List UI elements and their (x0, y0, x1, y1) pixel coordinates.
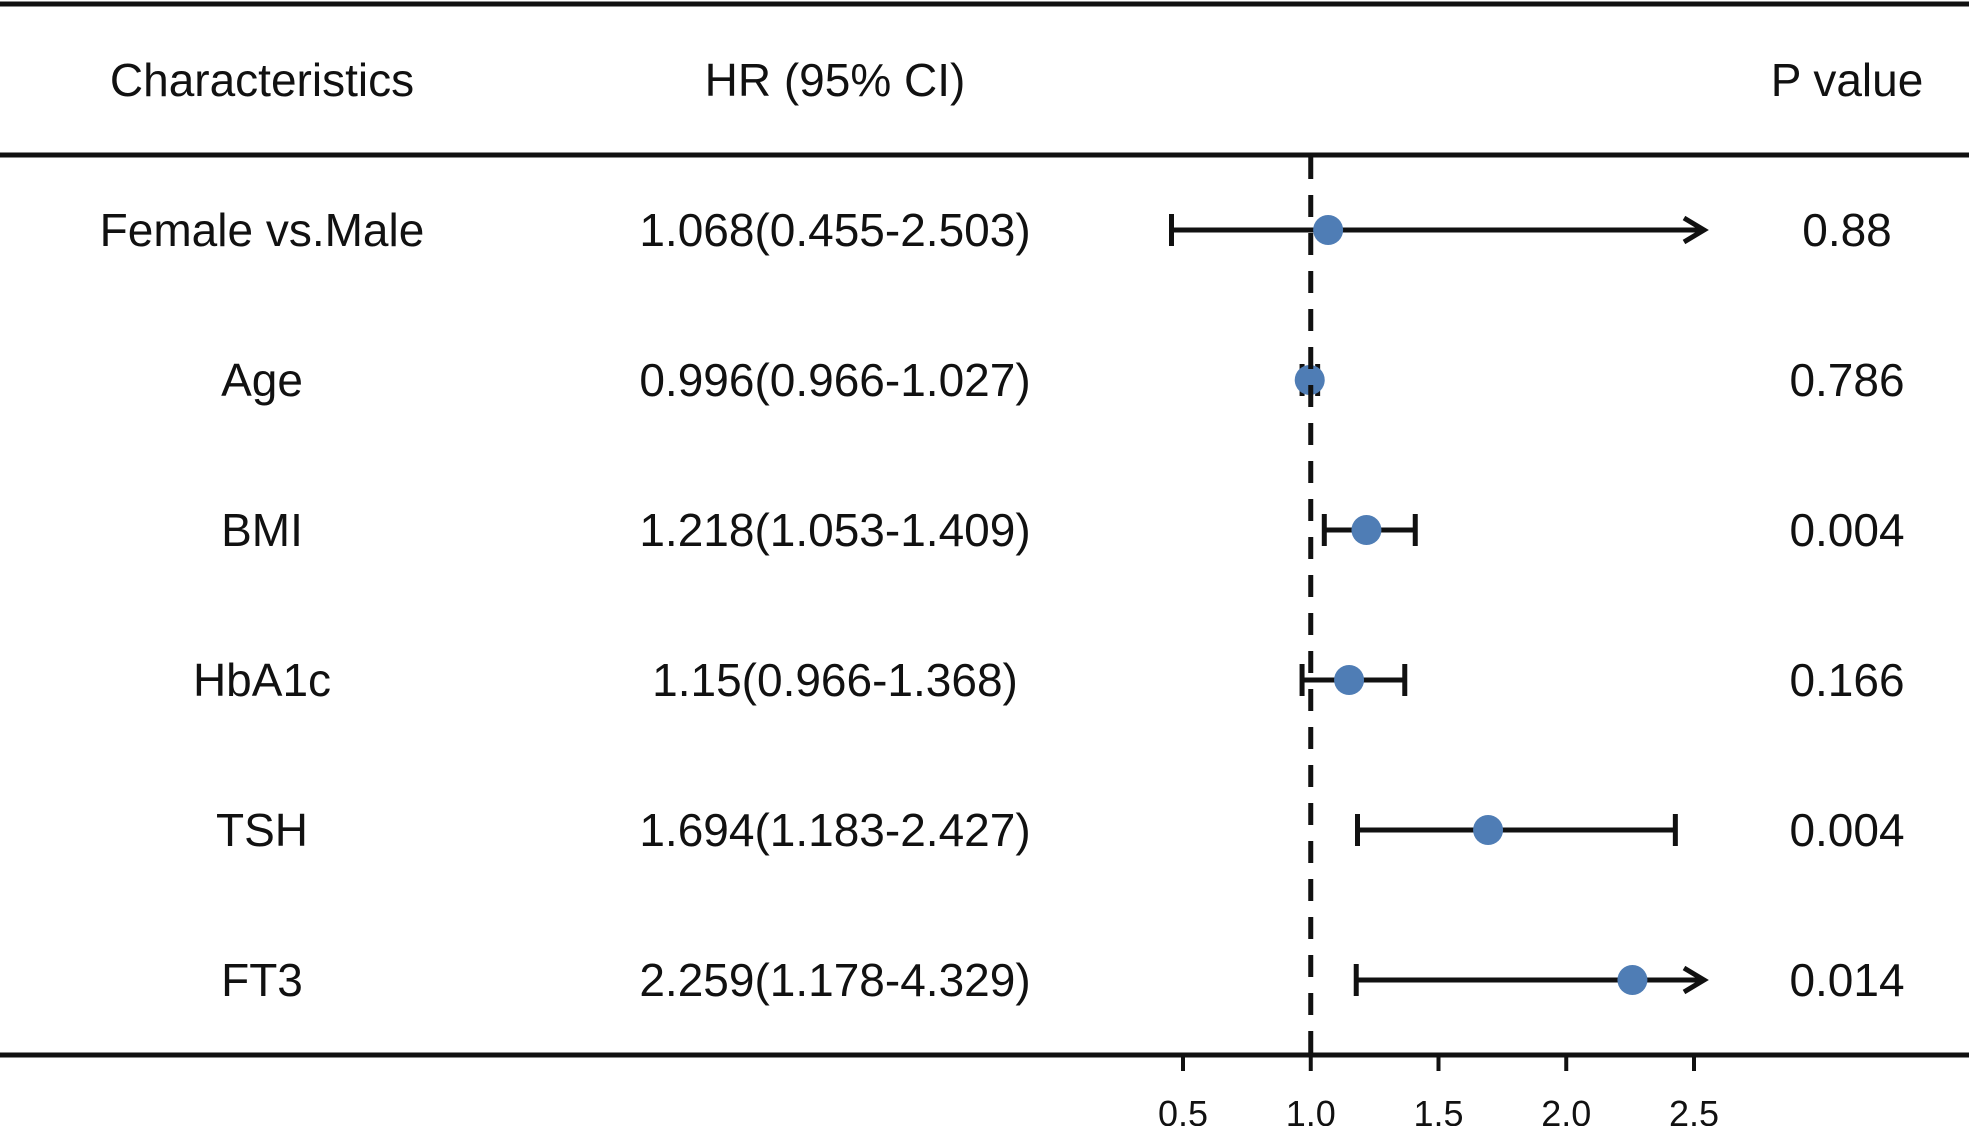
row-hr-ci: 1.218(1.053-1.409) (639, 504, 1030, 556)
ci-overflow-arrow (1682, 215, 1709, 245)
hr-point (1473, 815, 1504, 845)
x-tick-label: 1.5 (1413, 1093, 1463, 1126)
header-hr: HR (95% CI) (705, 54, 966, 106)
row-hr-ci: 2.259(1.178-4.329) (639, 954, 1030, 1006)
forest-row: TSH 1.694(1.183-2.427) 0.004 (216, 804, 1905, 856)
row-hr-ci: 1.15(0.966-1.368) (652, 654, 1018, 706)
forest-row: HbA1c 1.15(0.966-1.368) 0.166 (193, 654, 1905, 706)
header-p-value: P value (1771, 54, 1924, 106)
forest-row: Female vs.Male 1.068(0.455-2.503) 0.88 (100, 204, 1892, 256)
forest-row: FT3 2.259(1.178-4.329) 0.014 (221, 954, 1904, 1006)
row-label: HbA1c (193, 654, 331, 706)
x-axis: 0.5 1.0 1.5 2.0 2.5 (1158, 1057, 1719, 1126)
row-label: Age (221, 354, 303, 406)
row-p-value: 0.004 (1789, 504, 1904, 556)
row-hr-ci: 1.068(0.455-2.503) (639, 204, 1030, 256)
forest-row: Age 0.996(0.966-1.027) 0.786 (221, 354, 1904, 406)
row-p-value: 0.786 (1789, 354, 1904, 406)
row-label: BMI (221, 504, 303, 556)
hr-point (1351, 515, 1382, 545)
row-p-value: 0.88 (1802, 204, 1892, 256)
rows-layer: Female vs.Male 1.068(0.455-2.503) 0.88 Age 0… (100, 204, 1905, 1006)
x-tick-label: 2.0 (1541, 1093, 1591, 1126)
x-tick-label: 1.0 (1286, 1093, 1336, 1126)
ci-overflow-arrow (1682, 965, 1709, 995)
hr-point (1617, 965, 1648, 995)
row-p-value: 0.166 (1789, 654, 1904, 706)
row-p-value: 0.014 (1789, 954, 1904, 1006)
row-label: TSH (216, 804, 308, 856)
row-hr-ci: 1.694(1.183-2.427) (639, 804, 1030, 856)
row-label: FT3 (221, 954, 303, 1006)
row-p-value: 0.004 (1789, 804, 1904, 856)
hr-point (1334, 665, 1365, 695)
row-label: Female vs.Male (100, 204, 425, 256)
header-characteristics: Characteristics (110, 54, 414, 106)
x-tick-label: 0.5 (1158, 1093, 1208, 1126)
hr-point (1313, 215, 1344, 245)
x-tick-label: 2.5 (1669, 1093, 1719, 1126)
row-hr-ci: 0.996(0.966-1.027) (639, 354, 1030, 406)
hr-point (1294, 365, 1325, 395)
forest-row: BMI 1.218(1.053-1.409) 0.004 (221, 504, 1904, 556)
